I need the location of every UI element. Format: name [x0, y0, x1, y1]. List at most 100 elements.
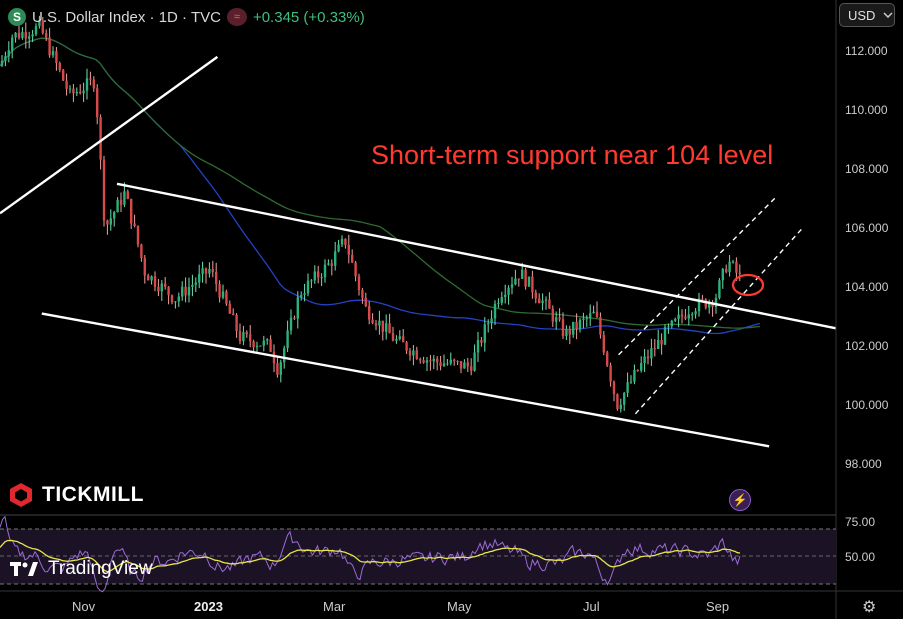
candle-body: [228, 303, 231, 314]
candle-body: [157, 286, 160, 292]
candle-body: [317, 271, 320, 278]
candle-body: [429, 360, 432, 362]
candle-body: [133, 223, 136, 226]
candle-body: [385, 323, 388, 332]
candle-body: [432, 358, 435, 362]
candle-body: [153, 276, 157, 287]
candle-body: [408, 350, 412, 356]
candle-body: [225, 291, 228, 304]
candle-body: [334, 251, 337, 266]
tickmill-logo: TICKMILL: [8, 482, 144, 508]
candle-body: [483, 324, 486, 343]
candle-body: [102, 159, 106, 221]
candle-body: [412, 350, 415, 356]
candle-body: [113, 212, 116, 219]
candle-body: [419, 359, 422, 361]
candle-body: [160, 283, 163, 292]
candle-body: [170, 295, 174, 303]
candle-body: [650, 348, 653, 359]
candle-body: [286, 330, 289, 349]
y-tick-label: 104.000: [845, 280, 889, 294]
candle-body: [130, 198, 133, 224]
dollar-sign-icon[interactable]: S: [8, 8, 26, 26]
lightning-icon[interactable]: ⚡: [729, 489, 751, 511]
candle-body: [238, 331, 242, 342]
candle-body: [41, 20, 44, 34]
candle-body: [646, 356, 650, 359]
candle-body: [72, 88, 75, 94]
candle-body: [493, 303, 497, 319]
candle-body: [198, 274, 201, 283]
candle-body: [425, 360, 429, 363]
candle-body: [259, 345, 262, 347]
trendline-short-channel-upper[interactable]: [618, 195, 778, 356]
candle-body: [58, 62, 61, 70]
x-tick-nov: Nov: [72, 599, 96, 614]
candle-body: [85, 78, 89, 91]
candle-body: [340, 238, 344, 245]
candle-body: [62, 69, 65, 81]
candle-body: [558, 317, 561, 320]
candle-body: [561, 319, 565, 337]
candle-body: [487, 323, 490, 325]
symbol-title[interactable]: U.S. Dollar Index · 1D · TVC: [32, 8, 221, 26]
candle-body: [51, 51, 55, 56]
candle-body: [323, 264, 327, 278]
currency-button[interactable]: USD: [839, 3, 895, 27]
candle-body: [269, 339, 272, 352]
candle-body: [473, 352, 476, 371]
candle-body: [463, 362, 466, 369]
candle-body: [674, 318, 677, 321]
candle-body: [194, 282, 197, 285]
rsi-signal-line: [0, 539, 741, 573]
candle-body: [14, 32, 17, 38]
chevron-down-icon: [883, 12, 893, 18]
candle-body: [116, 199, 119, 213]
trendline-upper-channel[interactable]: [116, 182, 837, 330]
candle-body: [633, 369, 636, 382]
trendline-short-channel-lower[interactable]: [634, 227, 804, 415]
tradingview-wordmark: TradingView: [48, 558, 153, 579]
candle-body: [738, 272, 741, 274]
candle-body: [177, 296, 180, 302]
candle-body: [174, 301, 177, 303]
candle-body: [731, 261, 735, 263]
candle-body: [391, 333, 395, 341]
candle-body: [344, 238, 347, 245]
candle-body: [109, 218, 112, 225]
candle-body: [89, 78, 92, 80]
gear-icon[interactable]: ⚙: [862, 599, 877, 616]
candle-body: [538, 298, 541, 304]
rsi-line: [0, 515, 741, 593]
candle-body: [612, 381, 616, 395]
candle-body: [208, 268, 211, 274]
candle-body: [684, 316, 687, 319]
support-highlight-circle: [731, 273, 765, 297]
candle-body: [221, 291, 225, 298]
candle-body: [691, 314, 694, 316]
x-tick-mar: Mar: [323, 599, 346, 614]
candle-body: [521, 269, 524, 279]
candle-body: [714, 297, 718, 307]
candle-body: [667, 326, 670, 328]
candle-body: [75, 91, 78, 94]
candle-body: [548, 299, 551, 309]
candle-body: [106, 220, 109, 225]
candle-body: [643, 356, 646, 364]
candle-body: [609, 365, 612, 382]
tickmill-wordmark: TICKMILL: [42, 483, 144, 506]
candle-body: [374, 323, 378, 326]
x-tick-may: May: [447, 599, 472, 614]
trendline-prior-uptrend[interactable]: [0, 55, 219, 215]
trendline-lower-channel[interactable]: [41, 312, 770, 448]
candle-body: [82, 90, 85, 94]
indicator-icon[interactable]: ≈: [226, 8, 247, 26]
candle-body: [147, 275, 150, 281]
candle-body: [436, 358, 439, 363]
candle-body: [232, 313, 235, 315]
candle-body: [422, 360, 425, 363]
candle-body: [262, 340, 265, 346]
candle-body: [490, 318, 493, 324]
candle-body: [4, 56, 7, 61]
